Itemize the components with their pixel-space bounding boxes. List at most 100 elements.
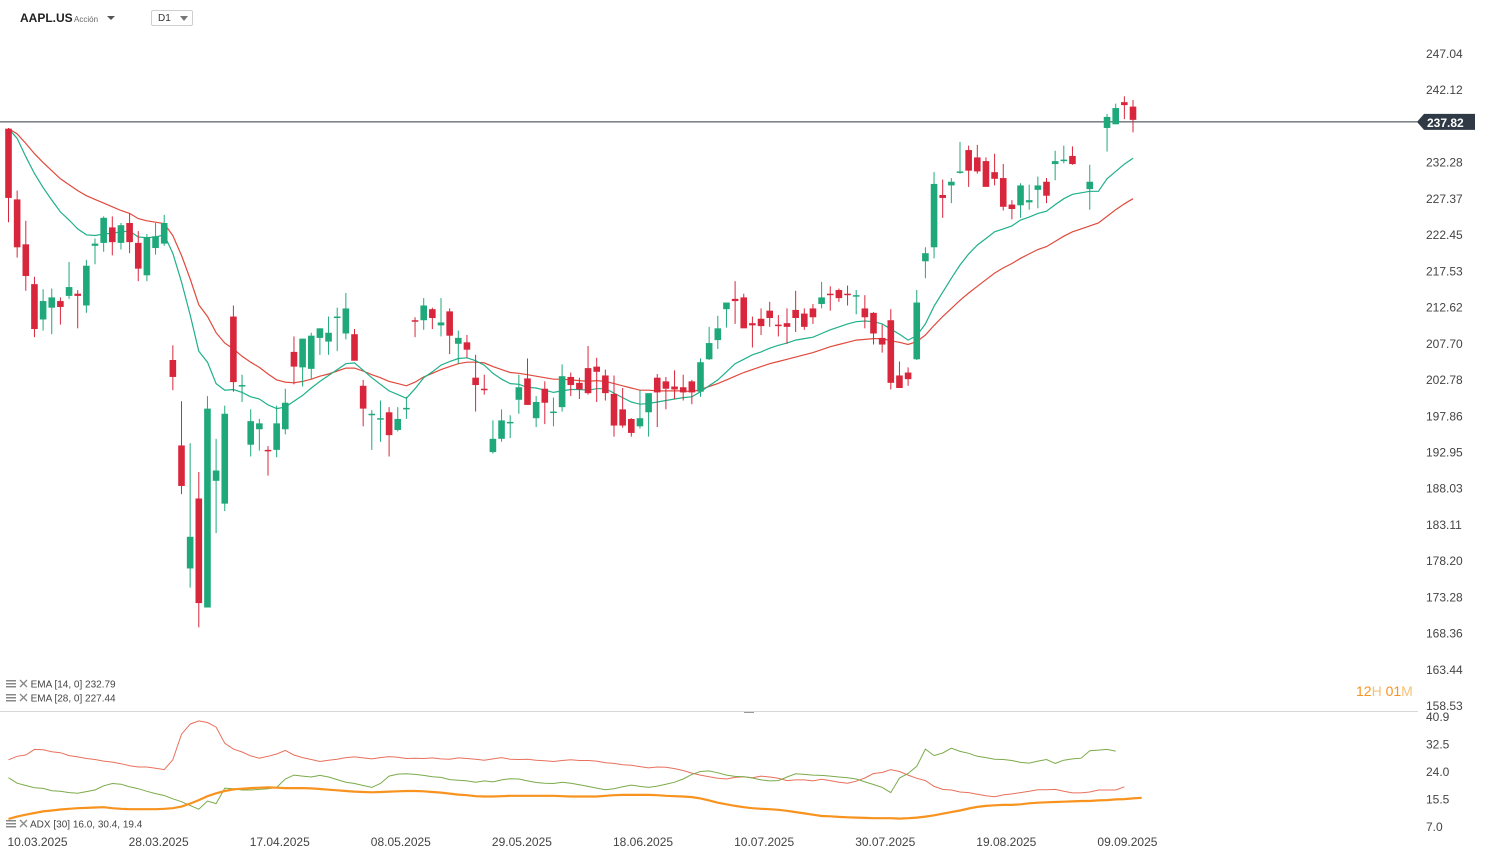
- x-tick-label: 28.03.2025: [129, 835, 189, 849]
- candle: [126, 213, 133, 254]
- y-tick-label: 163.44: [1426, 663, 1463, 677]
- adx-y-tick-label: 24.0: [1426, 765, 1450, 779]
- close-icon[interactable]: [19, 693, 28, 705]
- candle: [204, 396, 211, 608]
- candle-body: [403, 407, 410, 410]
- candle-body: [143, 236, 151, 276]
- candle: [922, 247, 929, 279]
- adx-y-tick-label: 32.5: [1426, 737, 1450, 751]
- menu-lines-icon[interactable]: [6, 679, 16, 691]
- candle: [455, 330, 462, 364]
- menu-lines-icon[interactable]: [6, 693, 16, 705]
- candle-body: [299, 338, 306, 368]
- candle-body: [91, 243, 99, 246]
- x-tick-label: 29.05.2025: [492, 835, 552, 849]
- candle: [636, 390, 644, 429]
- candle: [1103, 113, 1111, 152]
- x-tick-label: 19.08.2025: [976, 835, 1036, 849]
- y-tick-label: 202.78: [1426, 373, 1463, 387]
- candle-body: [429, 309, 436, 319]
- candle: [230, 305, 237, 392]
- legend-adx[interactable]: ADX [30] 16.0, 30.4, 19.4: [6, 819, 142, 831]
- countdown-hours-unit: H: [1371, 683, 1382, 699]
- candle: [532, 396, 540, 428]
- candle-body: [584, 368, 592, 394]
- candle-body: [48, 297, 56, 308]
- y-tick-label: 212.62: [1426, 301, 1463, 315]
- candle-body: [126, 222, 133, 243]
- legend-ema14[interactable]: EMA [14, 0] 232.79: [6, 679, 116, 691]
- candle: [541, 381, 549, 425]
- candle: [740, 293, 748, 329]
- candle-countdown: 12H 01M: [1356, 683, 1413, 699]
- symbol-dropdown-icon[interactable]: [106, 13, 116, 23]
- candle-body: [965, 150, 972, 171]
- candle: [100, 216, 107, 252]
- candle: [48, 288, 56, 335]
- y-tick-label: 227.37: [1426, 192, 1463, 206]
- candle-body: [904, 372, 912, 380]
- candle: [749, 316, 756, 348]
- y-tick-label: 192.95: [1426, 445, 1463, 459]
- x-tick-label: 09.09.2025: [1097, 835, 1157, 849]
- candle: [567, 372, 575, 397]
- menu-lines-icon[interactable]: [6, 819, 16, 831]
- close-icon[interactable]: [19, 679, 28, 691]
- candle-body: [636, 418, 644, 427]
- candle-body: [316, 328, 324, 338]
- candle-body: [238, 385, 246, 387]
- candle-body: [697, 362, 704, 392]
- candle-body: [956, 171, 964, 173]
- di-plus-line: [8, 747, 1116, 810]
- candle-body: [307, 335, 315, 369]
- candle: [238, 374, 246, 402]
- candle-body: [221, 413, 229, 504]
- candle: [1017, 183, 1024, 218]
- y-tick-label: 158.53: [1426, 699, 1463, 713]
- candle: [39, 289, 47, 331]
- candle: [316, 328, 324, 355]
- candle: [818, 281, 825, 309]
- ema14-line: [8, 128, 1134, 410]
- candle-body: [351, 334, 358, 361]
- candle-body: [13, 199, 21, 248]
- candle-body: [628, 418, 635, 433]
- candle-body: [455, 337, 462, 344]
- candle: [688, 379, 696, 405]
- candle-body: [480, 388, 488, 391]
- candle: [653, 373, 661, 428]
- y-tick-label: 247.04: [1426, 47, 1463, 61]
- candle-body: [247, 421, 254, 445]
- candle-body: [264, 449, 272, 452]
- candle-body: [472, 377, 479, 386]
- candle: [870, 312, 877, 345]
- legend-ema28-text: EMA [28, 0] 227.44: [30, 693, 116, 705]
- candle: [628, 418, 635, 437]
- symbol-label[interactable]: AAPL.US: [20, 11, 73, 25]
- candle: [801, 308, 808, 330]
- candle: [775, 315, 782, 337]
- candle: [878, 324, 886, 353]
- candle: [783, 308, 791, 344]
- timeframe-value: D1: [158, 13, 171, 24]
- candle: [662, 376, 670, 410]
- candle: [83, 259, 90, 313]
- candle: [1034, 176, 1042, 209]
- candle-body: [671, 386, 678, 390]
- candle: [117, 222, 125, 250]
- candle-body: [377, 418, 384, 420]
- candle-body: [645, 393, 652, 413]
- close-icon[interactable]: [19, 819, 28, 831]
- candle: [913, 290, 921, 361]
- candle-body: [679, 387, 687, 393]
- legend-ema28[interactable]: EMA [28, 0] 227.44: [6, 693, 116, 705]
- candle-body: [887, 320, 895, 383]
- candle-body: [385, 412, 393, 436]
- candle: [896, 361, 903, 388]
- candle: [13, 190, 21, 258]
- candle-body: [1121, 102, 1128, 106]
- timeframe-select[interactable]: D1: [151, 10, 193, 26]
- candle: [619, 387, 626, 428]
- candle-body: [766, 310, 773, 319]
